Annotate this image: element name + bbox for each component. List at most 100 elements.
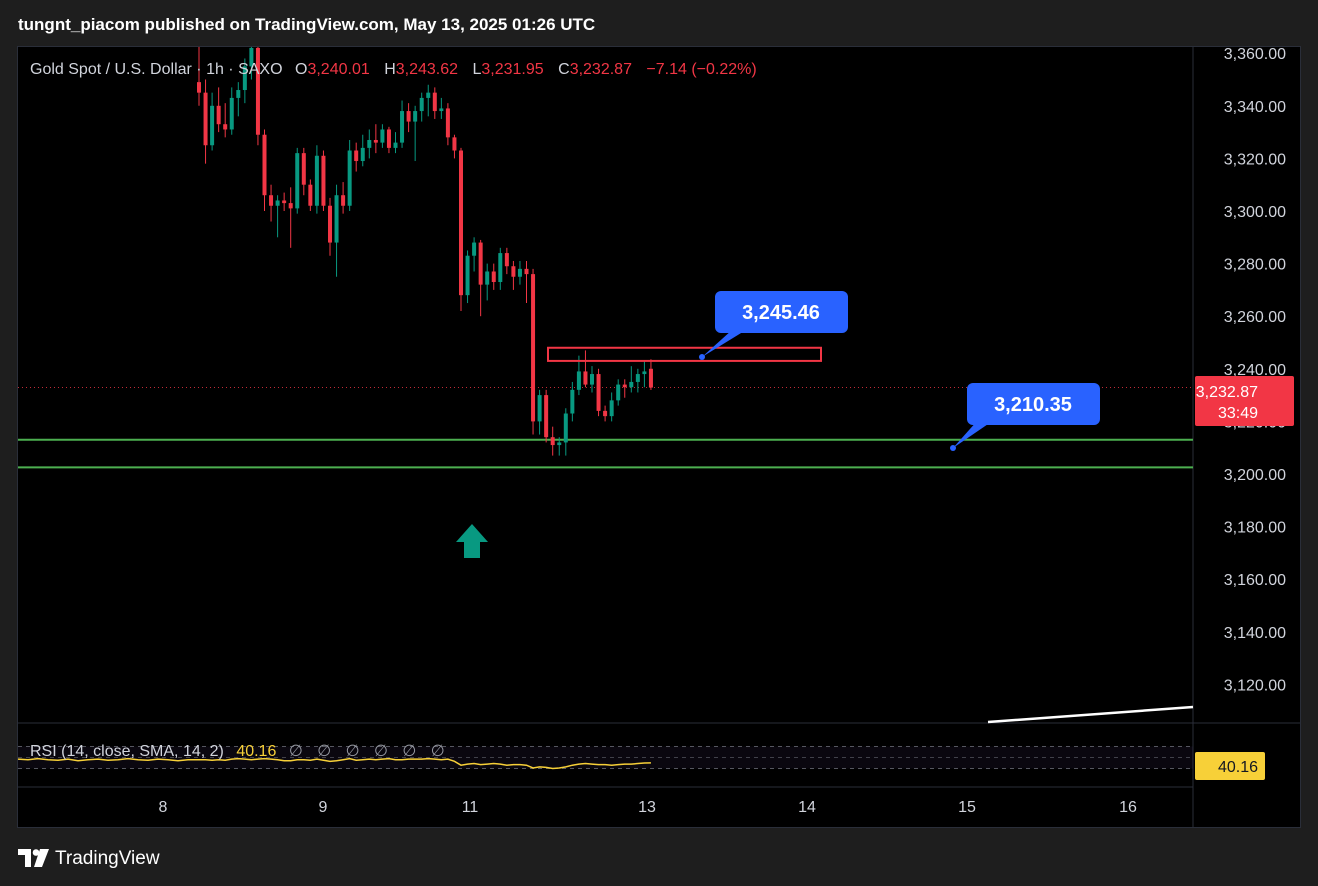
callout-label: 3,210.35 <box>994 394 1072 416</box>
y-tick-label: 3,300.00 <box>1224 204 1286 221</box>
candle-body <box>642 371 647 375</box>
candle-body <box>550 437 555 446</box>
top-bar: tungnt_piacom published on TradingView.c… <box>0 0 1318 46</box>
y-tick-label: 3,160.00 <box>1224 572 1286 589</box>
resistance-box <box>547 346 822 362</box>
symbol-label[interactable]: Gold Spot / U.S. Dollar · 1h · SAXO <box>30 61 283 78</box>
close-label: C <box>558 61 570 78</box>
candle-body <box>511 266 516 277</box>
candle-body <box>635 374 640 382</box>
candle-body <box>459 150 463 296</box>
y-tick-label: 3,140.00 <box>1224 625 1286 642</box>
rsi-null-0: ∅ <box>288 743 303 760</box>
candle-body <box>347 150 352 206</box>
rsi-label[interactable]: RSI (14, close, SMA, 14, 2) <box>30 743 224 760</box>
rsi-value-badge-text: 40.16 <box>1218 759 1258 776</box>
x-tick-label: 15 <box>958 799 976 816</box>
callout-anchor <box>699 354 705 360</box>
candle-body <box>609 400 614 417</box>
candle-body <box>393 142 398 148</box>
candle-body <box>203 92 208 146</box>
candle-body <box>478 242 483 285</box>
low-label: L <box>472 61 482 78</box>
candle-body <box>282 200 287 204</box>
candle-body <box>288 203 293 209</box>
y-tick-label: 3,320.00 <box>1224 151 1286 168</box>
candle-body <box>341 195 346 206</box>
candle-body <box>432 92 437 112</box>
candle-body <box>334 195 339 243</box>
rsi-legend-value: 40.16 <box>236 743 277 760</box>
candle-body <box>517 268 522 277</box>
candle-body <box>367 139 372 148</box>
callout-anchor <box>950 445 956 451</box>
candle-body <box>524 268 529 275</box>
candle-body <box>314 155 319 206</box>
callout-box <box>715 291 848 333</box>
candle-body <box>223 124 228 130</box>
rsi-null-4: ∅ <box>402 743 417 760</box>
candle-body <box>603 410 608 417</box>
candle-body <box>236 90 241 98</box>
candle-body <box>583 371 588 385</box>
y-tick-label: 3,280.00 <box>1224 257 1286 274</box>
ohlc-legend: Gold Spot / U.S. Dollar · 1h · SAXO O3,2… <box>30 61 767 79</box>
candles-group <box>197 47 653 456</box>
candle-body <box>249 47 254 67</box>
brand-name[interactable]: TradingView <box>55 848 160 869</box>
candle-body <box>373 139 378 143</box>
change-value: −7.14 (−0.22%) <box>646 61 757 78</box>
candle-body <box>406 111 411 122</box>
up-arrow-icon <box>456 524 488 558</box>
candle-body <box>472 242 477 256</box>
candle-body <box>557 442 562 446</box>
candle-body <box>255 47 260 135</box>
candle-body <box>216 105 221 125</box>
candle-body <box>308 184 313 206</box>
candle-body <box>400 111 405 143</box>
callout-pointer <box>702 330 746 357</box>
candle-body <box>354 150 359 162</box>
y-tick-label: 3,340.00 <box>1224 99 1286 116</box>
candle-body <box>445 108 450 138</box>
candle-body <box>413 111 418 122</box>
x-tick-label: 14 <box>798 799 816 816</box>
rsi-value-badge <box>1195 752 1265 780</box>
high-value: 3,243.62 <box>395 61 459 78</box>
candle-body <box>360 147 365 162</box>
candle-body <box>380 129 385 143</box>
candle-body <box>197 82 201 93</box>
x-tick-label: 11 <box>462 799 479 816</box>
candle-body <box>531 274 536 422</box>
chart-frame <box>17 46 1301 828</box>
candle-body <box>275 200 280 206</box>
candle-body <box>386 129 391 148</box>
tradingview-logo-icon[interactable] <box>18 849 50 867</box>
candle-body <box>328 205 332 243</box>
candle-body <box>537 395 542 422</box>
x-tick-label: 16 <box>1119 799 1137 816</box>
y-tick-label: 3,240.00 <box>1224 362 1286 379</box>
trend-line <box>987 705 1194 724</box>
callout-box <box>967 383 1100 425</box>
callout-pointer <box>953 420 994 448</box>
candle-body <box>426 92 431 98</box>
candle-body <box>485 271 490 285</box>
callout-label: 3,245.46 <box>742 302 820 324</box>
candle-body <box>229 97 234 130</box>
rsi-null-5: ∅ <box>430 743 445 760</box>
candle-body <box>590 374 594 385</box>
candle-body <box>629 381 634 388</box>
candle-body <box>504 253 509 267</box>
rsi-line <box>17 757 651 770</box>
rsi-null-2: ∅ <box>345 743 360 760</box>
candle-body <box>648 368 653 388</box>
candle-body <box>439 108 444 112</box>
low-value: 3,231.95 <box>481 61 544 78</box>
rsi-null-3: ∅ <box>373 743 388 760</box>
last-price-badge <box>1195 376 1294 426</box>
bottom-bar <box>0 828 1318 886</box>
x-tick-label: 8 <box>159 799 168 816</box>
candle-body <box>576 371 581 390</box>
